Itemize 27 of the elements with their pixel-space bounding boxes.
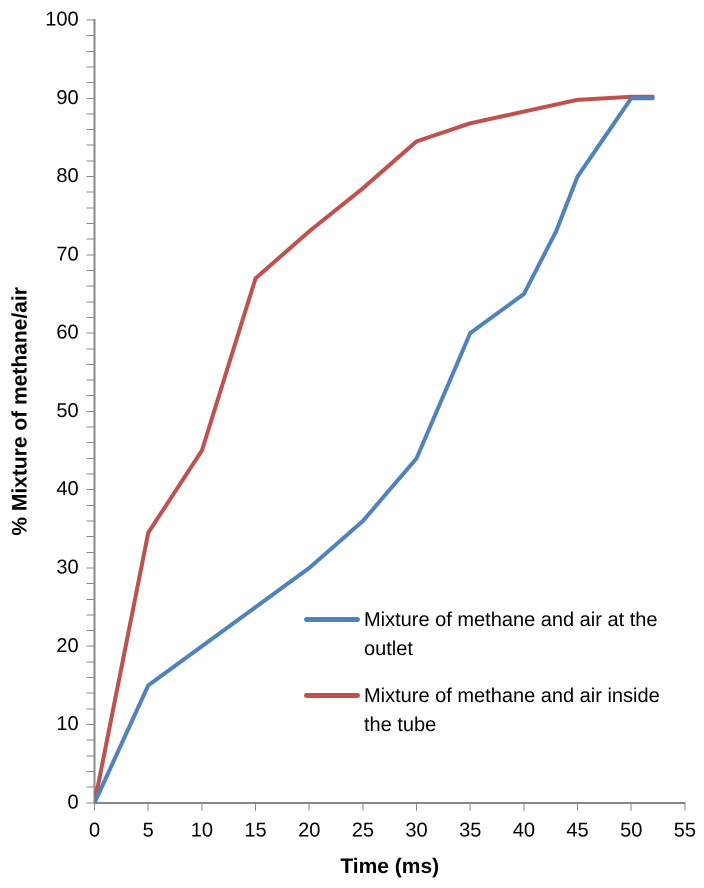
x-tick-label: 10	[190, 819, 214, 842]
x-tick-label: 45	[566, 819, 589, 842]
x-tick-label: 55	[674, 819, 696, 842]
x-tick-label: 35	[459, 819, 482, 842]
y-tick-label: 20	[56, 634, 79, 657]
y-tick-label: 40	[56, 478, 79, 500]
y-tick-label: 10	[56, 713, 79, 736]
y-tick-label: 0	[67, 791, 79, 814]
y-axis-title: % Mixture of methane/air	[8, 287, 32, 536]
legend-label: Mixture of methane and air inside the tube	[364, 684, 661, 738]
x-tick-label: 50	[620, 819, 642, 842]
y-tick-label: 80	[56, 165, 79, 188]
x-tick-label: 15	[244, 819, 267, 842]
x-tick-label: 30	[405, 819, 428, 842]
x-tick-label: 20	[298, 819, 320, 842]
legend-label: Mixture of methane and air at the outlet	[364, 608, 658, 662]
x-tick-label: 40	[512, 819, 536, 842]
x-tick-label: 25	[352, 819, 374, 842]
y-tick-label: 30	[56, 556, 79, 578]
y-tick-label: 70	[56, 243, 79, 266]
y-tick-label: 100	[45, 8, 79, 31]
x-axis-title: Time (ms)	[340, 855, 440, 878]
x-tick-label: 0	[89, 819, 100, 842]
y-tick-label: 60	[56, 322, 79, 344]
y-tick-label: 50	[56, 400, 79, 422]
y-tick-label: 90	[56, 86, 79, 109]
x-tick-label: 5	[142, 819, 154, 842]
